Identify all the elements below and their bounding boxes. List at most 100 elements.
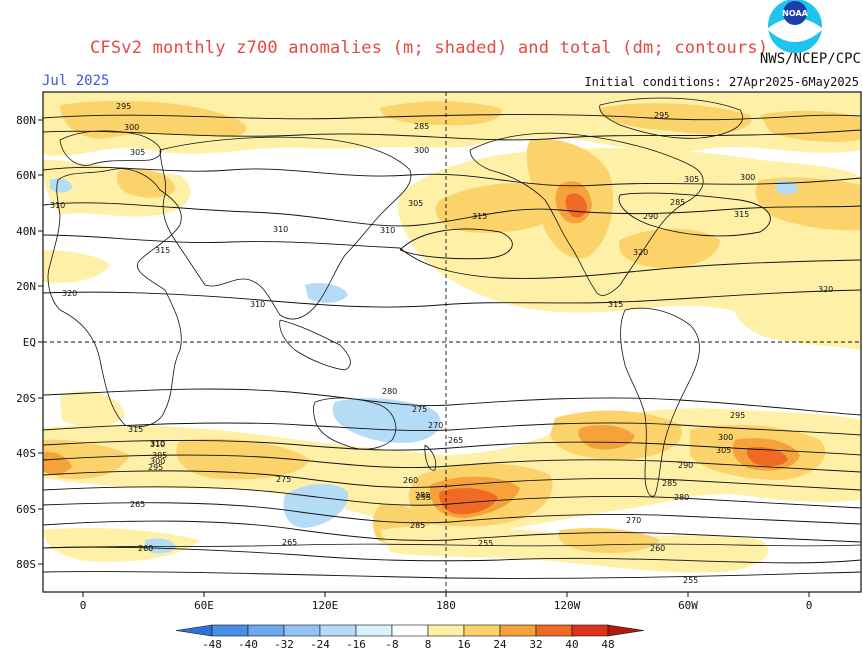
longitude-axis: 0 60E 120E 180 120W 60W 0: [80, 592, 813, 612]
colorbar-label: 8: [425, 638, 432, 651]
contour-label: 315: [472, 212, 487, 221]
contour-label: 280: [415, 491, 430, 500]
height-contours: [43, 114, 861, 579]
contour-label: 305: [716, 446, 731, 455]
continent-outlines: [43, 97, 861, 549]
colorbar-swatch: [283, 624, 321, 637]
colorbar-label: 48: [601, 638, 614, 651]
contour-label: 310: [250, 300, 265, 309]
colorbar-label: -8: [385, 638, 398, 651]
contour-label: 315: [608, 300, 623, 309]
contour-label: 310: [380, 226, 395, 235]
lon-label: 0: [80, 599, 87, 612]
lon-label: 60E: [194, 599, 214, 612]
contour-label: 280: [674, 493, 689, 502]
agency-label: NWS/NCEP/CPC: [759, 51, 861, 67]
contour-label: 300: [740, 173, 755, 182]
contour-label: 275: [276, 475, 291, 484]
contour-label: 300: [124, 123, 139, 132]
contour-label: 270: [428, 421, 443, 430]
contour-label: 310: [273, 225, 288, 234]
contour-label: 280: [382, 387, 397, 396]
colorbar-label: 24: [493, 638, 507, 651]
colorbar-swatch: [391, 624, 429, 637]
lon-label: 120E: [312, 599, 339, 612]
contour-label: 265: [448, 436, 463, 445]
contour-label: 260: [403, 476, 418, 485]
lon-label: 120W: [554, 599, 581, 612]
lat-label: 80S: [16, 558, 36, 571]
colorbar-label: 40: [565, 638, 578, 651]
contour-label: 260: [650, 544, 665, 553]
colorbar-swatch: [463, 624, 501, 637]
anomaly-colorbar: -48 -40 -32 -24 -16 -8 8 16 24 32 40 48: [175, 624, 645, 651]
contour-label: 260: [138, 544, 153, 553]
contour-label: 305: [684, 175, 699, 184]
contour-label: 255: [478, 539, 493, 548]
contour-label: 285: [670, 198, 685, 207]
colorbar-swatch: [211, 624, 249, 637]
colorbar-label: -16: [346, 638, 366, 651]
colorbar-swatch: [535, 624, 573, 637]
contour-label: 255: [683, 576, 698, 585]
contour-label: 315: [128, 425, 143, 434]
colorbar-swatch: [319, 624, 357, 637]
colorbar-swatch: [355, 624, 393, 637]
lat-label: 60S: [16, 503, 36, 516]
contour-label: 275: [412, 405, 427, 414]
colorbar-arrow-right: [607, 624, 645, 637]
contour-label: 295: [148, 463, 163, 472]
contour-label: 310: [150, 440, 165, 449]
contour-label: 300: [718, 433, 733, 442]
contour-label: 285: [414, 122, 429, 131]
colorbar-swatch: [427, 624, 465, 637]
contour-label: 320: [62, 289, 77, 298]
lon-label: 0: [806, 599, 813, 612]
colorbar-swatch: [499, 624, 537, 637]
contour-label: 295: [654, 111, 669, 120]
colorbar-label: -24: [310, 638, 330, 651]
lat-label: EQ: [23, 336, 36, 349]
forecast-month: Jul 2025: [42, 73, 110, 89]
colorbar-label: 32: [529, 638, 542, 651]
colorbar-swatch: [247, 624, 285, 637]
colorbar-label: -40: [238, 638, 258, 651]
contour-labels: 295 300 305 310 315 320 285 300 305 310 …: [50, 102, 833, 585]
colorbar-label: 16: [457, 638, 470, 651]
contour-label: 315: [734, 210, 749, 219]
contour-label: 265: [130, 500, 145, 509]
contour-label: 285: [662, 479, 677, 488]
contour-label: 265: [282, 538, 297, 547]
lat-label: 60N: [16, 169, 36, 182]
contour-label: 300: [150, 457, 165, 466]
colorbar-swatch: [571, 624, 609, 637]
lat-label: 40N: [16, 225, 36, 238]
lon-label: 180: [436, 599, 456, 612]
colorbar-label: -32: [274, 638, 294, 651]
noaa-logo-icon: NOAA: [768, 0, 822, 53]
latitude-axis: 80N 60N 40N 20N EQ 20S 40S 60S 80S: [16, 114, 43, 571]
colorbar-arrow-left: [175, 624, 213, 637]
contour-label: 310: [150, 439, 165, 448]
contour-label: 290: [643, 212, 658, 221]
contour-label: 320: [818, 285, 833, 294]
lat-label: 20N: [16, 280, 36, 293]
contour-label: 295: [730, 411, 745, 420]
logo-text: NOAA: [782, 9, 808, 18]
contour-label: 305: [130, 148, 145, 157]
contour-label: 305: [408, 199, 423, 208]
initial-conditions: Initial conditions: 27Apr2025-6May2025: [584, 75, 859, 89]
lat-label: 80N: [16, 114, 36, 127]
lon-label: 60W: [678, 599, 698, 612]
lat-label: 40S: [16, 447, 36, 460]
lat-label: 20S: [16, 392, 36, 405]
contour-label: 305: [152, 451, 167, 460]
contour-label: 270: [626, 516, 641, 525]
map-title: CFSv2 monthly z700 anomalies (m; shaded)…: [90, 38, 769, 58]
contour-label: 320: [633, 248, 648, 257]
contour-label: 255: [416, 493, 431, 502]
contour-label: 315: [155, 246, 170, 255]
contour-label: 285: [410, 521, 425, 530]
contour-label: 290: [678, 461, 693, 470]
